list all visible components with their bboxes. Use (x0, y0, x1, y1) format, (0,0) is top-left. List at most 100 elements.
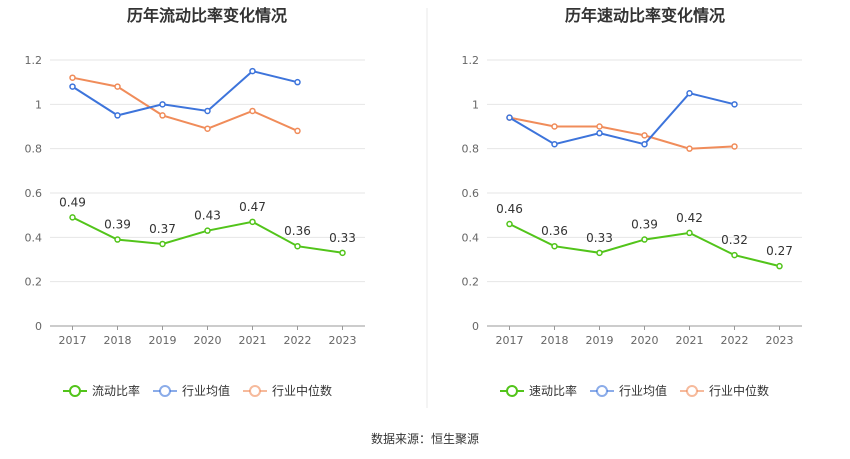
x-tick-label: 2020 (194, 334, 222, 347)
data-point (159, 240, 166, 248)
data-point (204, 125, 211, 132)
data-point (69, 74, 76, 81)
x-tick-label: 2017 (496, 334, 524, 347)
data-point (641, 236, 648, 243)
data-point (159, 101, 166, 108)
chart-title: 历年速动比率变化情况 (565, 6, 725, 25)
x-tick-label: 2021 (676, 334, 704, 347)
data-label: 0.33 (329, 231, 356, 245)
series-line (71, 70, 298, 117)
data-point (294, 78, 301, 86)
y-tick-label: 0.8 (25, 143, 43, 156)
data-label: 0.36 (284, 224, 311, 238)
x-tick-label: 2019 (586, 334, 614, 347)
data-label: 0.33 (586, 231, 613, 245)
x-tick-label: 2019 (149, 334, 177, 347)
data-point (731, 251, 738, 259)
data-label: 0.43 (194, 209, 221, 223)
x-tick-label: 2023 (766, 334, 794, 347)
y-tick-label: 0 (472, 320, 479, 333)
y-tick-label: 1 (35, 98, 42, 111)
legend-label: 行业中位数 (709, 383, 769, 398)
data-label: 0.49 (59, 195, 86, 209)
y-tick-label: 1 (472, 98, 479, 111)
data-point (294, 127, 301, 135)
series-line (72, 76, 298, 132)
x-tick-label: 2018 (541, 334, 569, 347)
y-tick-label: 1.2 (462, 54, 480, 67)
data-label: 0.36 (541, 224, 568, 238)
legend-marker (596, 385, 608, 397)
x-tick-label: 2017 (59, 334, 87, 347)
data-point (506, 114, 513, 121)
source-text: 数据来源：恒生聚源 (371, 431, 479, 446)
data-point (596, 129, 603, 137)
data-label: 0.42 (676, 211, 703, 225)
series-line (509, 116, 735, 150)
data-point (551, 123, 558, 130)
legend-item[interactable]: 行业中位数 (243, 383, 332, 398)
y-tick-label: 0.4 (25, 231, 43, 244)
data-label: 0.39 (104, 218, 131, 232)
x-tick-label: 2023 (329, 334, 357, 347)
legend-item[interactable]: 速动比率 (500, 383, 577, 398)
series-line (508, 92, 735, 146)
y-tick-label: 0 (35, 320, 42, 333)
data-point (249, 218, 256, 226)
data-point (339, 249, 346, 257)
data-label: 0.47 (239, 200, 266, 214)
data-point (551, 242, 558, 250)
legend-label: 速动比率 (529, 383, 577, 398)
data-point (596, 249, 603, 257)
y-tick-label: 1.2 (25, 54, 43, 67)
quick-ratio-chart: 历年速动比率变化情况 0 0.2 0.4 0.6 0.8 1 1.2 2017 2018 2019 2… (462, 6, 802, 398)
legend-marker (506, 385, 518, 397)
data-label: 0.37 (149, 222, 176, 236)
x-tick-label: 2022 (721, 334, 749, 347)
data-point (686, 90, 693, 97)
data-point (114, 112, 121, 119)
data-label: 0.32 (721, 233, 748, 247)
y-tick-label: 0.2 (462, 276, 480, 289)
y-tick-label: 0.2 (25, 276, 43, 289)
legend-marker (69, 385, 81, 397)
chart-title: 历年流动比率变化情况 (127, 6, 287, 25)
x-tick-label: 2021 (239, 334, 267, 347)
data-label: 0.27 (766, 244, 793, 258)
legend-item[interactable]: 行业均值 (590, 383, 667, 398)
legend-label: 行业均值 (182, 383, 230, 398)
current-ratio-chart: 历年流动比率变化情况 0 0.2 0.4 0.6 0.8 1 1.2 2017 2018 2019 2… (25, 6, 365, 398)
legend-item[interactable]: 行业中位数 (680, 383, 769, 398)
data-point (776, 262, 783, 270)
x-tick-label: 2018 (104, 334, 132, 347)
data-point (551, 140, 558, 148)
data-point (69, 83, 76, 90)
data-label: 0.39 (631, 218, 658, 232)
legend-label: 行业均值 (619, 383, 667, 398)
data-point (686, 145, 693, 152)
data-point (506, 220, 513, 228)
data-point (731, 143, 738, 150)
data-point (731, 101, 738, 108)
y-tick-label: 0.4 (462, 231, 480, 244)
y-tick-label: 0.6 (462, 187, 480, 200)
x-tick-label: 2020 (631, 334, 659, 347)
data-point (204, 227, 211, 234)
data-point (69, 214, 76, 221)
y-tick-label: 0.6 (25, 187, 43, 200)
legend-marker (686, 385, 698, 397)
legend-item[interactable]: 流动比率 (63, 383, 140, 398)
legend-label: 行业中位数 (272, 383, 332, 398)
data-point (686, 229, 693, 237)
data-point (294, 242, 301, 250)
legend-marker (159, 385, 171, 397)
data-point (114, 83, 121, 90)
legend-marker (249, 385, 261, 397)
data-point (114, 236, 121, 243)
data-point (159, 112, 166, 119)
legend-label: 流动比率 (92, 383, 140, 398)
legend-item[interactable]: 行业均值 (153, 383, 230, 398)
data-point (596, 123, 603, 130)
